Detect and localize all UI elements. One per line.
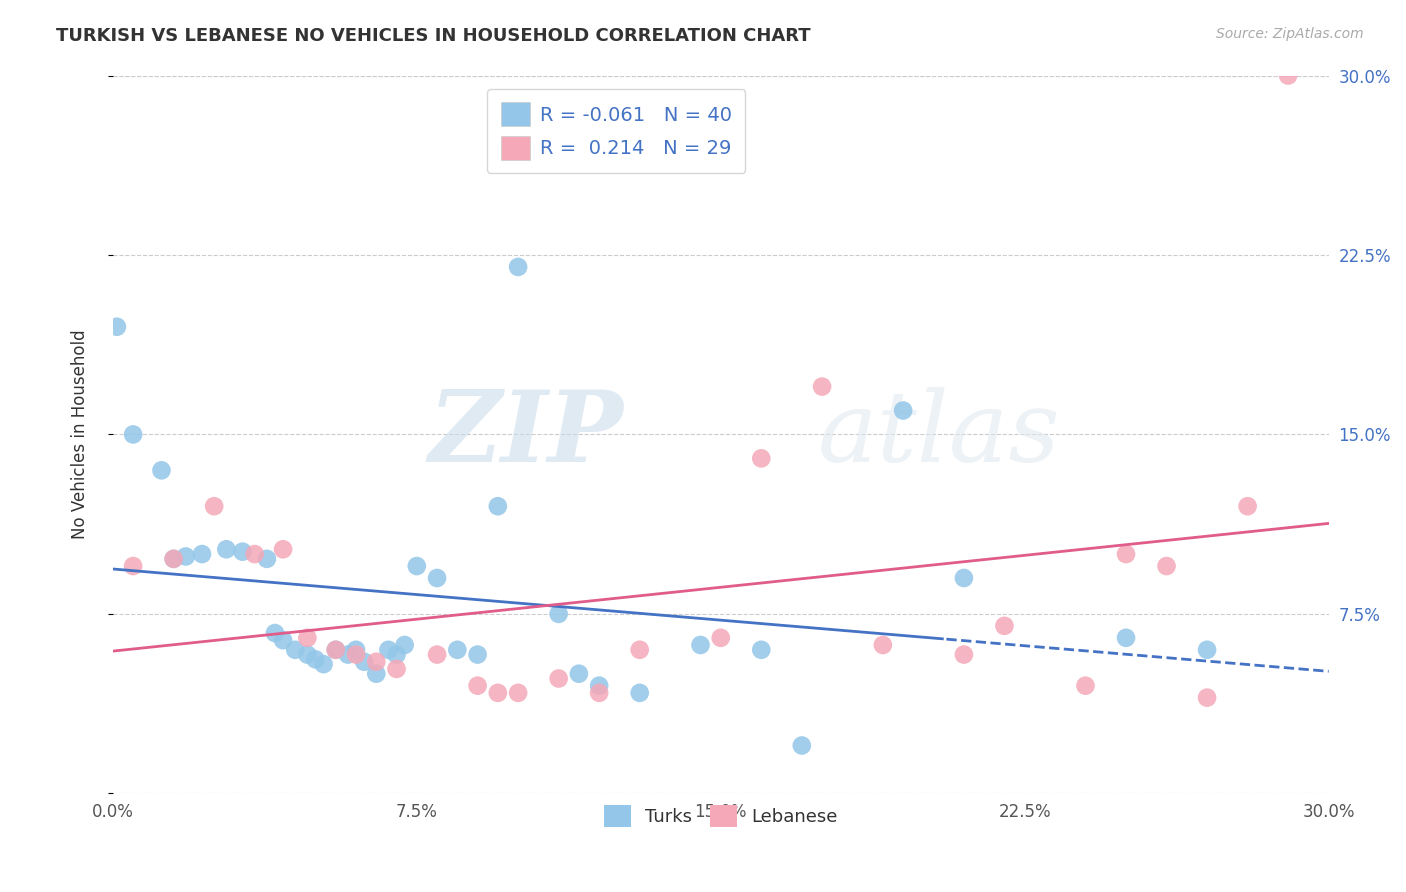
Point [232, 544, 254, 558]
Point [547, 607, 569, 621]
Point [1115, 547, 1137, 561]
Point [467, 679, 489, 693]
Point [1156, 559, 1178, 574]
Point [405, 559, 427, 574]
Point [271, 542, 294, 557]
Point [366, 666, 388, 681]
Point [202, 500, 225, 514]
Legend: Turks, Lebanese: Turks, Lebanese [596, 798, 845, 835]
Text: atlas: atlas [818, 387, 1060, 482]
Point [243, 547, 266, 561]
Point [953, 648, 976, 662]
Point [749, 451, 772, 466]
Point [628, 642, 651, 657]
Point [1277, 69, 1299, 83]
Point [312, 657, 335, 672]
Point [150, 463, 173, 477]
Point [163, 552, 186, 566]
Point [264, 626, 287, 640]
Point [467, 648, 489, 662]
Point [297, 648, 319, 662]
Point [1074, 679, 1097, 693]
Point [628, 686, 651, 700]
Point [953, 571, 976, 585]
Point [122, 559, 145, 574]
Text: Source: ZipAtlas.com: Source: ZipAtlas.com [1216, 27, 1364, 41]
Point [891, 403, 914, 417]
Point [191, 547, 214, 561]
Point [344, 648, 367, 662]
Point [1197, 690, 1219, 705]
Point [790, 739, 813, 753]
Point [325, 642, 347, 657]
Point [1197, 642, 1219, 657]
Point [325, 642, 347, 657]
Point [174, 549, 197, 564]
Point [385, 648, 408, 662]
Point [426, 648, 449, 662]
Point [256, 552, 278, 566]
Point [872, 638, 894, 652]
Point [689, 638, 711, 652]
Point [336, 648, 359, 662]
Point [366, 655, 388, 669]
Point [353, 655, 375, 669]
Point [215, 542, 238, 557]
Point [486, 500, 509, 514]
Point [588, 679, 610, 693]
Point [486, 686, 509, 700]
Y-axis label: No Vehicles in Household: No Vehicles in Household [72, 330, 89, 540]
Point [508, 686, 530, 700]
Point [588, 686, 610, 700]
Point [1115, 631, 1137, 645]
Point [163, 552, 186, 566]
Point [749, 642, 772, 657]
Point [1236, 500, 1258, 514]
Point [508, 260, 530, 274]
Point [811, 379, 834, 393]
Text: TURKISH VS LEBANESE NO VEHICLES IN HOUSEHOLD CORRELATION CHART: TURKISH VS LEBANESE NO VEHICLES IN HOUSE… [56, 27, 811, 45]
Point [271, 633, 294, 648]
Point [284, 642, 307, 657]
Point [304, 652, 326, 666]
Point [568, 666, 591, 681]
Point [446, 642, 468, 657]
Point [993, 619, 1015, 633]
Point [394, 638, 416, 652]
Point [297, 631, 319, 645]
Point [344, 642, 367, 657]
Point [105, 319, 128, 334]
Point [377, 642, 399, 657]
Text: ZIP: ZIP [429, 386, 623, 483]
Point [710, 631, 733, 645]
Point [385, 662, 408, 676]
Point [122, 427, 145, 442]
Point [426, 571, 449, 585]
Point [547, 672, 569, 686]
